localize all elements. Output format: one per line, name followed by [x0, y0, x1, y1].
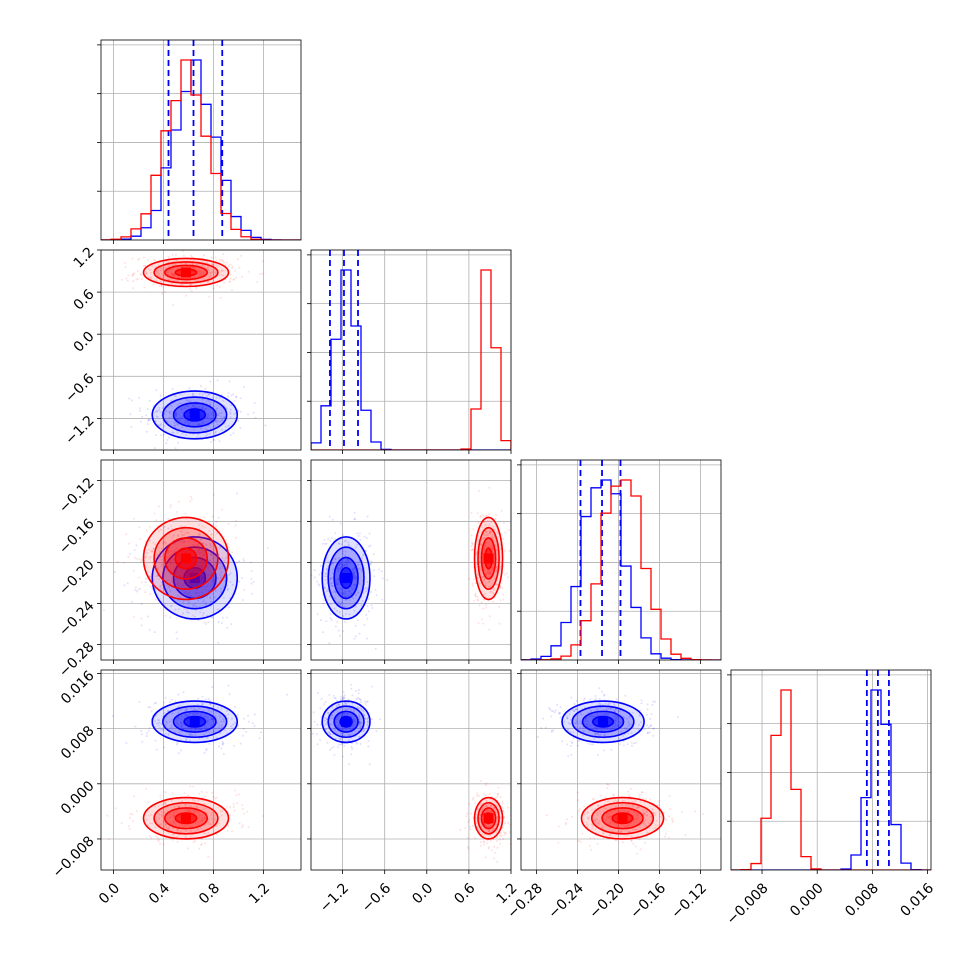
density-peak: [341, 716, 352, 727]
panel-frame: [730, 669, 932, 871]
y-tick-label: −1.2: [62, 413, 97, 448]
y-tick-label: −0.20: [56, 557, 98, 599]
y-tick-label: 0.6: [71, 286, 98, 313]
panel-frame: [310, 459, 512, 661]
panel-content: [311, 683, 511, 863]
panel-content: [120, 250, 267, 450]
density-peak: [341, 572, 352, 583]
panel-frame: [100, 459, 302, 661]
density-peak: [189, 409, 200, 420]
panel-3-1: −1.2 −0.6 0.0 0.6 1.2: [307, 669, 521, 916]
grid: [101, 670, 301, 870]
grid: [101, 460, 301, 660]
x-tick-label: −0.20: [586, 880, 628, 922]
histogram-1: [521, 479, 721, 660]
y-tick-label: 0.0: [71, 329, 98, 356]
x-tick-label: −0.16: [627, 880, 669, 922]
y-tick-label: 0.000: [58, 778, 98, 818]
density-peak: [617, 813, 628, 824]
panel-0-0: [97, 39, 302, 244]
y-tick-label: −0.12: [56, 475, 98, 517]
panel-3-3: −0.008 0.000 0.008 0.016: [724, 669, 937, 928]
density-peak: [189, 716, 200, 727]
y-tick-label: −0.16: [56, 516, 98, 558]
x-tick-label: 0.8: [196, 880, 223, 907]
y-tick-label: −0.6: [62, 371, 97, 406]
panel-content: [536, 687, 704, 855]
density-peak: [181, 813, 191, 824]
histogram-1: [731, 689, 931, 870]
x-tick-label: 0.0: [409, 880, 436, 907]
panel-frame: [520, 459, 722, 661]
panel-frame: [100, 39, 302, 241]
y-tick-label: 0.008: [58, 723, 98, 763]
x-tick-label: 0.4: [146, 880, 173, 907]
density-peak: [483, 813, 494, 824]
panel-1-1: [307, 249, 512, 454]
panel-content: [103, 492, 269, 644]
density-peak: [483, 553, 494, 564]
x-tick-label: −1.2: [317, 880, 352, 915]
grid: [731, 670, 931, 870]
x-tick-label: 0.0: [96, 880, 123, 907]
histogram-0: [101, 59, 301, 240]
density-peak: [181, 553, 191, 564]
x-tick-label: 0.008: [842, 880, 882, 920]
panel-content: [311, 486, 511, 650]
panel-2-2: [517, 459, 722, 664]
panel-frame: [100, 249, 302, 451]
x-tick-label: −0.24: [545, 880, 587, 922]
x-tick-label: −0.6: [359, 880, 394, 915]
density-peak: [598, 716, 609, 727]
x-tick-label: 0.6: [451, 880, 478, 907]
y-tick-label: −0.24: [56, 598, 98, 640]
panel-content: [101, 40, 301, 240]
density-peak: [181, 267, 191, 278]
x-tick-label: −0.008: [724, 880, 772, 928]
histogram-0: [731, 689, 931, 870]
panel-content: [731, 670, 931, 870]
panel-content: [521, 460, 721, 660]
grid: [101, 40, 301, 240]
x-tick-label: 1.2: [246, 880, 273, 907]
panel-frame: [520, 669, 722, 871]
panel-3-2: −0.28 −0.24 −0.20 −0.16 −0.12: [504, 669, 722, 922]
panel-frame: [310, 669, 512, 871]
x-tick-label: 0.000: [787, 880, 827, 920]
x-tick-label: −0.12: [668, 880, 710, 922]
panel-frame: [310, 249, 512, 451]
x-tick-label: 0.016: [897, 880, 937, 920]
panel-2-0: −0.28−0.24−0.20−0.16−0.12: [56, 459, 302, 681]
panel-frame: [100, 669, 302, 871]
histogram-1: [311, 269, 511, 450]
panel-content: [106, 684, 289, 858]
panel-2-1: [307, 459, 512, 664]
panel-content: [311, 250, 511, 450]
y-tick-label: −0.008: [50, 833, 98, 881]
grid: [521, 670, 721, 870]
panel-1-0: −1.2 −0.6 0.0 0.6 1.2: [62, 244, 302, 454]
y-tick-label: 1.2: [71, 244, 98, 271]
